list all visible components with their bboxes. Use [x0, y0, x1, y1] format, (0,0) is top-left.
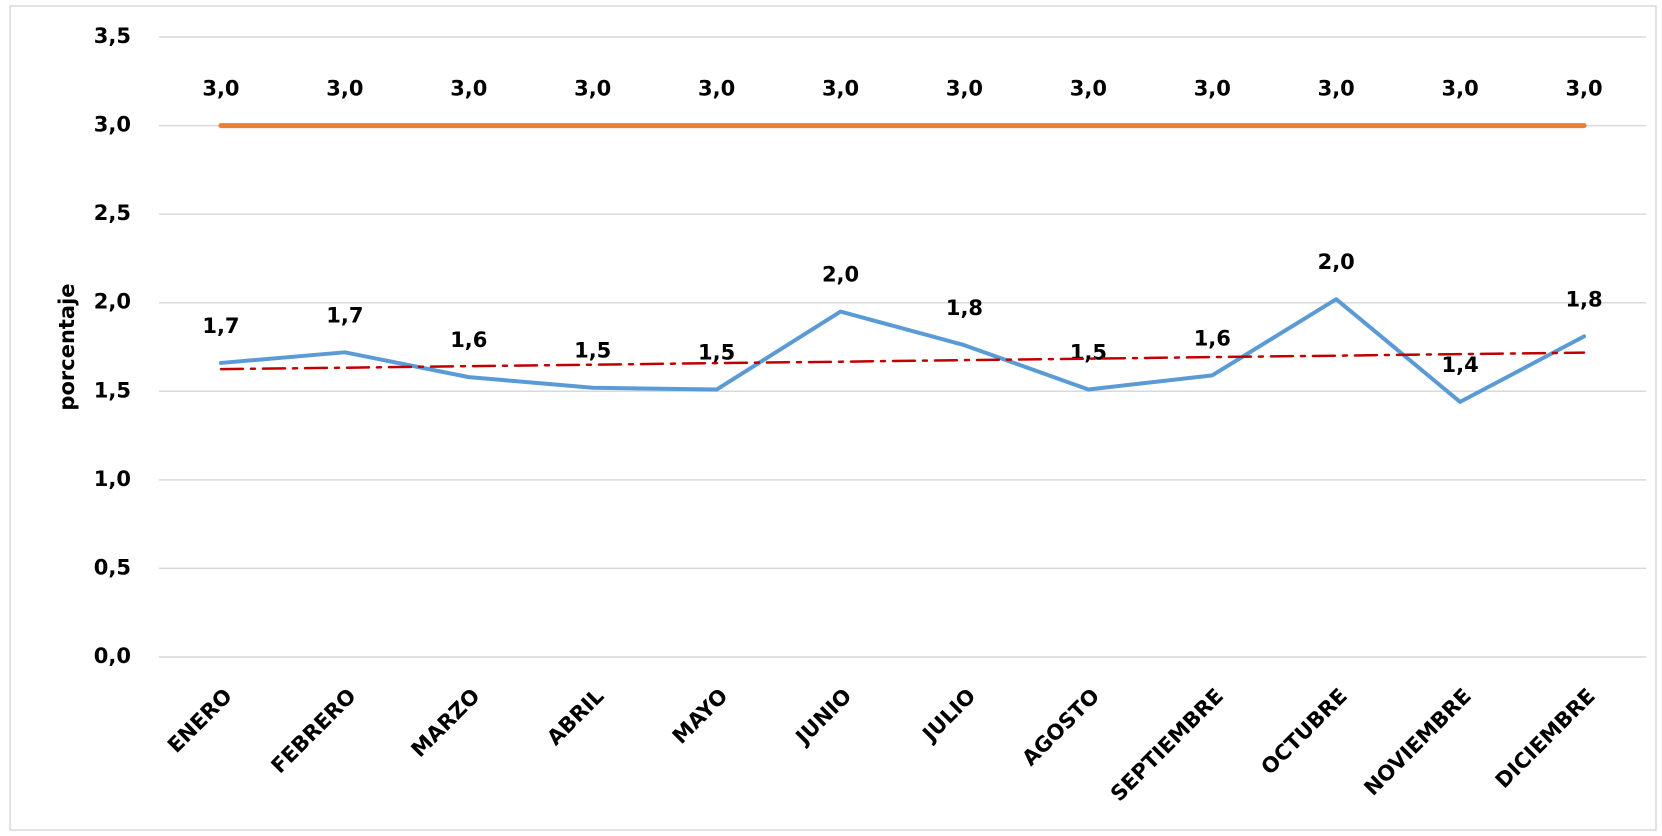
data-label: 1,7 [326, 303, 363, 327]
y-tick-label: 1,5 [94, 378, 131, 402]
chart-border [9, 5, 1657, 831]
data-label: 3,0 [822, 77, 859, 101]
data-label: 1,5 [574, 339, 611, 363]
data-label: 2,0 [822, 263, 859, 287]
data-label: 2,0 [1318, 250, 1355, 274]
data-label: 3,0 [202, 77, 239, 101]
y-tick-label: 0,0 [94, 644, 131, 668]
data-label: 1,6 [1194, 326, 1231, 350]
data-label: 3,0 [1194, 77, 1231, 101]
y-tick-label: 2,0 [94, 290, 131, 314]
data-label: 1,5 [698, 341, 735, 365]
data-label: 3,0 [574, 77, 611, 101]
y-tick-label: 3,0 [94, 113, 131, 137]
series-line [218, 297, 1587, 404]
data-label: 3,0 [326, 77, 363, 101]
series-line [219, 351, 1586, 371]
data-label: 3,0 [450, 77, 487, 101]
data-label: 3,0 [698, 77, 735, 101]
y-tick-label: 3,5 [94, 24, 131, 48]
data-label: 1,4 [1442, 353, 1479, 377]
data-label: 1,7 [202, 314, 239, 338]
data-label: 1,6 [450, 328, 487, 352]
y-tick-label: 1,0 [94, 467, 131, 491]
data-label: 3,0 [946, 77, 983, 101]
data-label: 3,0 [1318, 77, 1355, 101]
data-label: 1,5 [1070, 341, 1107, 365]
y-axis-label: porcentaje [55, 283, 79, 410]
y-tick-label: 0,5 [94, 555, 131, 579]
data-label: 1,8 [1565, 287, 1602, 311]
y-tick-label: 2,5 [94, 201, 131, 225]
data-label: 1,8 [946, 296, 983, 320]
data-label: 3,0 [1070, 77, 1107, 101]
data-label: 3,0 [1565, 77, 1602, 101]
data-label: 3,0 [1442, 77, 1479, 101]
